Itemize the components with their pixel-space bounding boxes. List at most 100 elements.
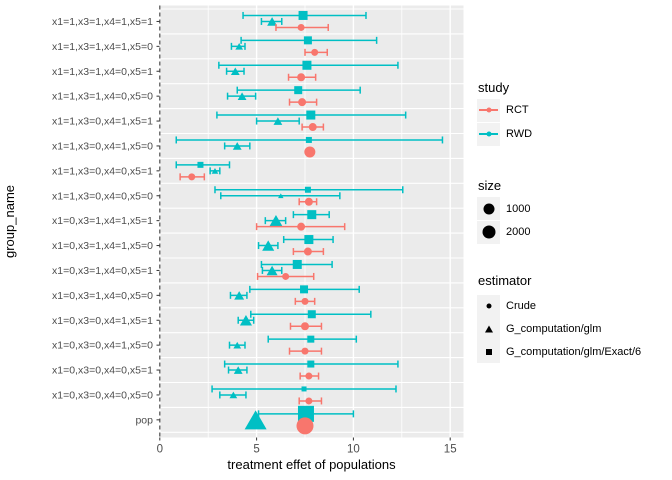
y-tick-label: x1=0,x3=0,x4=0,x5=1 bbox=[52, 365, 153, 377]
marker-circle[interactable] bbox=[301, 347, 309, 355]
marker-square[interactable] bbox=[307, 335, 315, 343]
rct-point-icon bbox=[486, 107, 491, 113]
gcomp-glm-exact6-key-glyph bbox=[477, 340, 500, 364]
y-tick-label: x1=1,x3=1,x4=1,x5=0 bbox=[52, 41, 153, 53]
x-tick-label: 10 bbox=[347, 444, 360, 456]
x-tick-label: 5 bbox=[253, 444, 259, 456]
legend-item-size-2000-label: 2000 bbox=[506, 226, 531, 239]
legend-item-rct-label: RCT bbox=[506, 104, 529, 116]
marker-triangle[interactable] bbox=[233, 341, 242, 349]
y-tick-label: x1=0,x3=0,x4=1,x5=1 bbox=[52, 315, 153, 327]
marker-square[interactable] bbox=[294, 86, 303, 95]
marker-square[interactable] bbox=[307, 310, 316, 319]
size-1000-dot-icon bbox=[483, 203, 494, 215]
marker-square[interactable] bbox=[307, 210, 317, 220]
marks-layer bbox=[175, 10, 444, 435]
marker-circle[interactable] bbox=[301, 297, 309, 305]
marker-circle[interactable] bbox=[308, 123, 317, 132]
legend-item-gcomp-glm-label: G_computation/glm bbox=[506, 323, 602, 336]
marker-square[interactable] bbox=[305, 136, 312, 143]
y-tick-label: x1=0,x3=1,x4=1,x5=0 bbox=[52, 240, 153, 252]
marker-triangle[interactable] bbox=[232, 142, 242, 150]
y-axis-title: group_name bbox=[2, 185, 17, 258]
marker-square[interactable] bbox=[304, 235, 314, 245]
legend-item-size-1000-label: 1000 bbox=[506, 202, 531, 215]
marker-circle[interactable] bbox=[304, 146, 316, 158]
circle-marker-icon bbox=[486, 303, 491, 309]
size-1000-key-glyph bbox=[477, 197, 500, 221]
marker-square[interactable] bbox=[298, 10, 308, 20]
marker-circle[interactable] bbox=[282, 272, 290, 280]
legend-item-gcomp-glm-exact6-label: G_computation/glm/Exact/6 bbox=[506, 345, 642, 358]
x-tick-label: 0 bbox=[157, 444, 163, 456]
marker-square[interactable] bbox=[297, 405, 314, 422]
marker-circle[interactable] bbox=[305, 397, 313, 405]
marker-circle[interactable] bbox=[297, 73, 306, 82]
legend-study-title: study bbox=[478, 80, 510, 95]
marker-triangle[interactable] bbox=[229, 391, 238, 399]
marker-circle[interactable] bbox=[298, 98, 307, 107]
legend-item-size-2000[interactable]: 2000 bbox=[477, 220, 531, 245]
x-axis-title: treatment effet of populations bbox=[227, 457, 396, 472]
legend-item-gcomp-glm-exact6[interactable]: G_computation/glm/Exact/6 bbox=[477, 340, 642, 364]
marker-triangle[interactable] bbox=[273, 117, 283, 125]
marker-triangle[interactable] bbox=[269, 214, 283, 227]
rwd-point-icon bbox=[486, 131, 491, 137]
legend-item-crude[interactable]: Crude bbox=[477, 294, 641, 318]
y-tick-label: x1=0,x3=1,x4=0,x5=1 bbox=[52, 265, 153, 277]
marker-triangle[interactable] bbox=[262, 240, 275, 251]
marker-triangle[interactable] bbox=[234, 291, 245, 300]
marker-square[interactable] bbox=[197, 161, 204, 168]
marker-circle[interactable] bbox=[305, 372, 313, 380]
crude-key-glyph bbox=[477, 294, 500, 318]
marker-square[interactable] bbox=[292, 259, 302, 269]
legend-item-size-1000[interactable]: 1000 bbox=[477, 197, 530, 221]
marker-triangle[interactable] bbox=[239, 315, 253, 326]
marker-circle[interactable] bbox=[297, 222, 306, 231]
legend-item-rct[interactable]: RCT bbox=[477, 98, 532, 122]
marker-square[interactable] bbox=[306, 110, 316, 120]
marker-square[interactable] bbox=[303, 36, 312, 45]
marker-triangle[interactable] bbox=[237, 92, 247, 100]
marker-circle[interactable] bbox=[296, 417, 314, 435]
panel-background bbox=[159, 5, 464, 438]
marker-triangle[interactable] bbox=[244, 410, 267, 430]
y-tick-label: x1=1,x3=1,x4=0,x5=0 bbox=[52, 91, 153, 103]
marker-triangle[interactable] bbox=[278, 193, 284, 199]
rct-key-glyph bbox=[477, 98, 500, 122]
square-marker-icon bbox=[485, 348, 492, 355]
marker-circle[interactable] bbox=[188, 173, 196, 181]
marker-square[interactable] bbox=[300, 285, 309, 294]
size-2000-dot-icon bbox=[482, 225, 495, 239]
marker-circle[interactable] bbox=[297, 23, 305, 31]
marker-triangle[interactable] bbox=[266, 265, 278, 276]
marker-square[interactable] bbox=[307, 360, 315, 368]
marker-triangle[interactable] bbox=[230, 67, 240, 76]
y-tick-label: x1=0,x3=0,x4=0,x5=0 bbox=[52, 389, 153, 401]
y-tick-label: x1=1,x3=0,x4=0,x5=0 bbox=[52, 190, 153, 202]
marker-circle[interactable] bbox=[303, 247, 312, 256]
x-tick-label: 15 bbox=[444, 444, 457, 456]
gcomp-glm-key-glyph bbox=[477, 317, 500, 341]
marker-circle[interactable] bbox=[301, 322, 309, 331]
legend-item-gcomp-glm[interactable]: G_computation/glm bbox=[477, 317, 641, 341]
marker-triangle[interactable] bbox=[235, 43, 244, 50]
legend-size-title: size bbox=[478, 178, 502, 193]
legend-item-crude-label: Crude bbox=[506, 300, 536, 313]
triangle-marker-icon bbox=[484, 325, 493, 333]
marker-circle[interactable] bbox=[304, 197, 313, 206]
y-tick-label: x1=1,x3=0,x4=0,x5=1 bbox=[52, 165, 153, 177]
legend-item-rwd[interactable]: RWD bbox=[477, 122, 532, 146]
marker-square[interactable] bbox=[301, 386, 307, 392]
marker-triangle[interactable] bbox=[267, 17, 278, 26]
marker-triangle[interactable] bbox=[211, 168, 219, 174]
marker-circle[interactable] bbox=[311, 48, 319, 56]
marker-triangle[interactable] bbox=[233, 366, 243, 374]
marker-square[interactable] bbox=[302, 60, 312, 70]
marker-square[interactable] bbox=[304, 186, 311, 193]
y-tick-label: x1=1,x3=1,x4=1,x5=1 bbox=[52, 16, 153, 28]
rwd-key-glyph bbox=[477, 122, 500, 146]
legend-estimator-title: estimator bbox=[478, 273, 532, 288]
